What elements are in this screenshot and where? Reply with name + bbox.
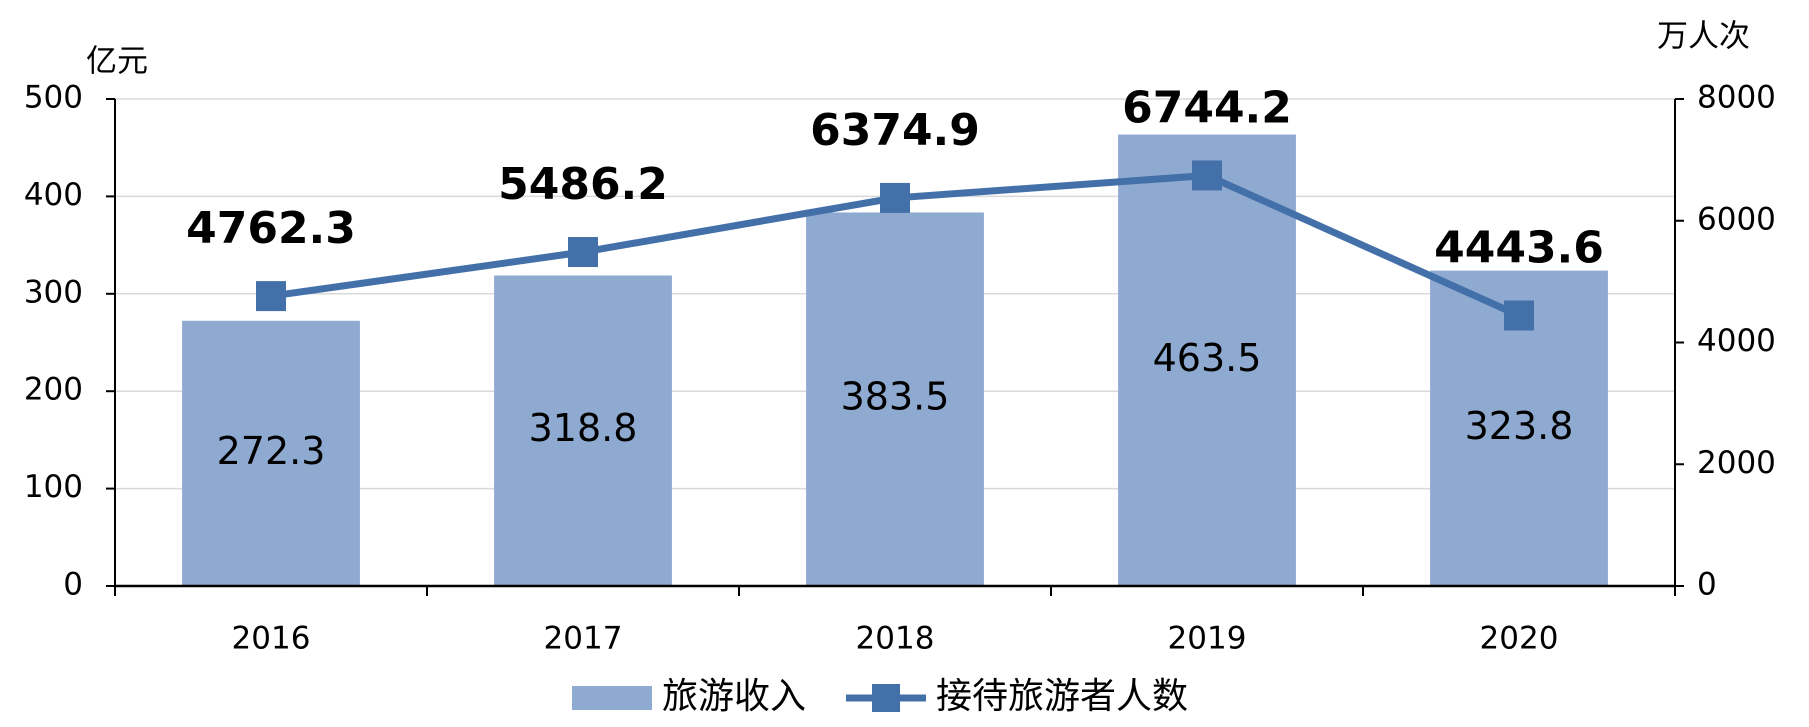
bar-value-label: 463.5 bbox=[1153, 336, 1262, 380]
x-tick-label: 2016 bbox=[232, 621, 311, 657]
line-value-label: 6374.9 bbox=[810, 105, 980, 156]
bar-value-label: 318.8 bbox=[529, 406, 638, 450]
marker bbox=[1192, 160, 1222, 191]
y-axis-label: 亿元 bbox=[86, 44, 148, 80]
x-tick-label: 2018 bbox=[856, 621, 935, 657]
bar-value-label: 272.3 bbox=[217, 429, 326, 473]
y-tick-label: 100 bbox=[24, 469, 83, 505]
bar bbox=[806, 212, 984, 586]
y2-axis-label: 万人次 bbox=[1657, 19, 1750, 55]
y-tick-label: 400 bbox=[24, 177, 83, 213]
marker bbox=[880, 182, 910, 213]
legend-swatch bbox=[872, 684, 901, 712]
y2-tick-label: 0 bbox=[1697, 567, 1717, 603]
bar bbox=[1118, 134, 1296, 586]
legend-label: 旅游收入 bbox=[662, 676, 806, 717]
line-value-label: 4762.3 bbox=[186, 203, 356, 254]
y2-tick-label: 8000 bbox=[1697, 80, 1776, 116]
y-tick-label: 200 bbox=[24, 372, 83, 408]
legend-label: 接待旅游者人数 bbox=[936, 676, 1188, 717]
legend-swatch bbox=[572, 686, 652, 710]
bar-value-label: 323.8 bbox=[1465, 404, 1574, 448]
line-value-label: 4443.6 bbox=[1434, 222, 1604, 273]
bar bbox=[494, 275, 672, 586]
x-tick-label: 2020 bbox=[1480, 621, 1559, 657]
x-tick-label: 2019 bbox=[1168, 621, 1247, 657]
y2-tick-label: 6000 bbox=[1697, 201, 1776, 237]
y-tick-label: 0 bbox=[63, 567, 83, 603]
y-tick-label: 500 bbox=[24, 80, 83, 116]
marker bbox=[568, 237, 598, 268]
y2-tick-label: 2000 bbox=[1697, 445, 1776, 481]
line-value-label: 5486.2 bbox=[498, 159, 668, 210]
marker bbox=[1504, 300, 1534, 331]
y2-tick-label: 4000 bbox=[1697, 323, 1776, 359]
marker bbox=[256, 281, 286, 312]
bar bbox=[182, 320, 360, 586]
bar-value-label: 383.5 bbox=[841, 375, 950, 419]
x-tick-label: 2017 bbox=[544, 621, 623, 657]
line-value-label: 6744.2 bbox=[1122, 82, 1292, 133]
y-tick-label: 300 bbox=[24, 274, 83, 310]
